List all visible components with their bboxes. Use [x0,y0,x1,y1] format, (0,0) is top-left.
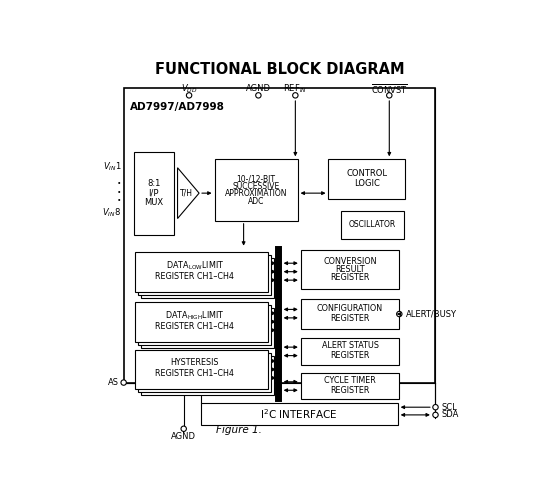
Circle shape [187,93,192,98]
Text: REF$_{IN}$: REF$_{IN}$ [283,82,307,95]
Text: DATA$_{\mathregular{LOW}}$LIMIT: DATA$_{\mathregular{LOW}}$LIMIT [166,259,224,272]
Text: CYCLE TIMER: CYCLE TIMER [324,376,376,385]
Text: DATA$_{\mathregular{HIGH}}$LIMIT: DATA$_{\mathregular{HIGH}}$LIMIT [165,309,225,322]
Bar [138,255,271,295]
Text: $\bullet$: $\bullet$ [116,179,121,185]
Text: CONVERSION: CONVERSION [323,257,377,266]
Bar [135,350,267,388]
Circle shape [387,93,392,98]
Text: APPROXIMATION: APPROXIMATION [225,189,287,198]
Bar [301,299,399,329]
Text: AD7997/AD7998: AD7997/AD7998 [130,102,225,112]
Text: REGISTER: REGISTER [330,273,370,282]
Bar [301,338,399,365]
Text: REGISTER CH1–CH4: REGISTER CH1–CH4 [155,272,234,281]
Bar [214,159,298,221]
Circle shape [181,426,187,431]
Text: AGND: AGND [246,84,271,93]
Text: OSCILLATOR: OSCILLATOR [349,220,396,229]
Bar [341,211,404,239]
Text: CONFIGURATION: CONFIGURATION [317,304,383,313]
Circle shape [397,312,402,317]
Text: REGISTER: REGISTER [330,314,370,323]
Text: Figure 1.: Figure 1. [216,425,262,435]
Bar [133,151,174,235]
Bar [141,308,274,348]
Circle shape [293,93,298,98]
Bar [201,403,398,425]
Text: REGISTER CH1–CH4: REGISTER CH1–CH4 [155,322,234,331]
Bar [328,159,405,199]
Bar [135,251,267,292]
Text: SUCCESSIVE: SUCCESSIVE [232,182,280,191]
Text: 10-/12-BIT: 10-/12-BIT [237,174,276,183]
Text: MUX: MUX [144,198,163,207]
Text: REGISTER CH1–CH4: REGISTER CH1–CH4 [155,369,234,378]
Circle shape [433,404,438,410]
Text: $V_{DD}$: $V_{DD}$ [181,82,197,95]
Text: I/P: I/P [148,189,159,198]
Bar [301,373,399,399]
Text: SDA: SDA [441,410,459,420]
Bar [135,302,267,342]
Bar [124,88,435,383]
Text: HYSTERESIS: HYSTERESIS [171,358,219,367]
Circle shape [255,93,261,98]
Bar [301,250,399,288]
Text: ADC: ADC [248,197,264,206]
Text: CONTROL: CONTROL [346,170,387,178]
Text: I$^2$C INTERFACE: I$^2$C INTERFACE [260,407,338,421]
Text: AS: AS [108,378,119,387]
Text: SCL: SCL [441,403,457,412]
Polygon shape [178,168,199,218]
Text: $\bullet$: $\bullet$ [116,196,121,202]
Text: LOGIC: LOGIC [354,179,380,188]
Circle shape [121,380,126,385]
Text: FUNCTIONAL BLOCK DIAGRAM: FUNCTIONAL BLOCK DIAGRAM [155,63,405,77]
Text: $V_{IN}$8: $V_{IN}$8 [102,207,121,219]
Text: ALERT STATUS: ALERT STATUS [322,342,379,351]
Text: AGND: AGND [171,432,196,441]
Bar [141,258,274,298]
Text: RESULT: RESULT [335,265,365,274]
Text: T/H: T/H [181,189,193,198]
Circle shape [433,412,438,418]
Text: $\bullet$: $\bullet$ [116,188,121,194]
Text: $\overline{\mathrm{CONVST}}$: $\overline{\mathrm{CONVST}}$ [371,82,408,96]
Text: REGISTER: REGISTER [330,386,370,395]
Text: $V_{IN}$1: $V_{IN}$1 [103,161,121,173]
Bar [141,356,274,395]
Text: ALERT/BUSY: ALERT/BUSY [405,310,456,318]
Text: REGISTER: REGISTER [330,352,370,360]
Bar [138,305,271,345]
Text: 8:1: 8:1 [147,179,160,188]
Bar [138,353,271,392]
